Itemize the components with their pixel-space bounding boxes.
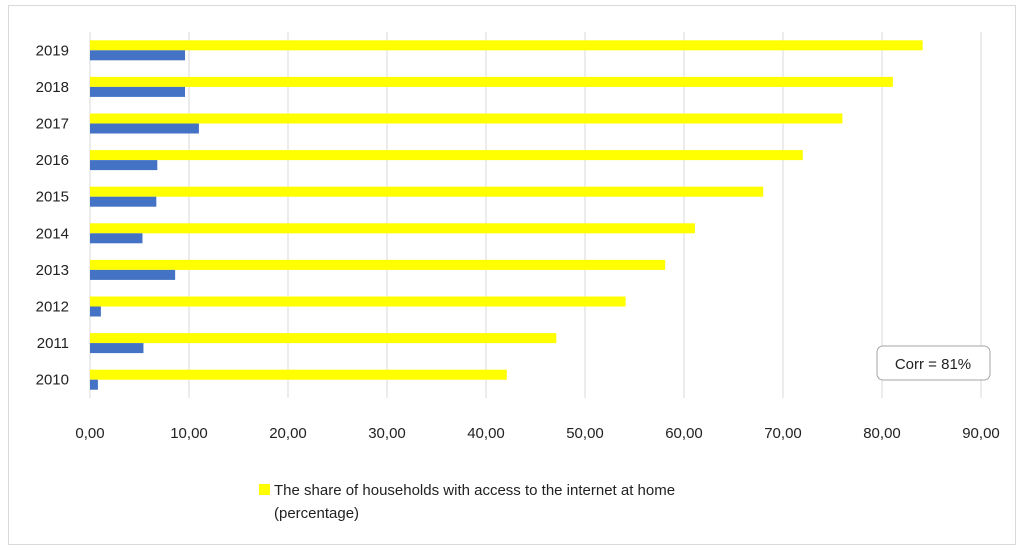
x-tick-label: 10,00 xyxy=(170,425,208,442)
bar-series-2 xyxy=(90,306,101,317)
bar-series-2 xyxy=(90,233,143,244)
y-category-label: 2016 xyxy=(36,152,69,169)
bar-series-2 xyxy=(90,50,186,61)
y-axis-labels: 2010 2011 2012 2013 2014 2015 2016 2017 2018 2019 xyxy=(36,42,69,388)
y-category-label: 2015 xyxy=(36,189,69,206)
x-tick-label: 80,00 xyxy=(863,425,901,442)
legend-swatch xyxy=(259,484,270,495)
legend: The share of households with access to t… xyxy=(259,482,675,522)
legend-label-line2: (percentage) xyxy=(274,505,359,522)
bar-internet-share xyxy=(90,186,764,197)
y-category-label: 2014 xyxy=(36,225,69,242)
x-tick-label: 50,00 xyxy=(566,425,604,442)
x-tick-label: 70,00 xyxy=(764,425,802,442)
y-category-label: 2019 xyxy=(36,42,69,59)
y-category-label: 2018 xyxy=(36,79,69,96)
annotation-box xyxy=(876,345,991,381)
y-category-label: 2011 xyxy=(37,335,69,352)
y-category-label: 2013 xyxy=(36,262,69,279)
bar-internet-share xyxy=(90,369,507,380)
bar-series-2 xyxy=(90,160,158,171)
x-axis-labels: 0,00 10,00 20,00 30,00 40,00 50,00 60,00 70,00 8… xyxy=(75,425,999,442)
x-tick-label: 40,00 xyxy=(467,425,505,442)
bar-internet-share xyxy=(90,113,843,124)
bar-internet-share xyxy=(90,76,893,87)
bar-series-2 xyxy=(90,379,98,390)
y-category-label: 2012 xyxy=(36,299,69,316)
bar-internet-share xyxy=(90,150,803,161)
bar-internet-share xyxy=(90,223,695,234)
x-tick-label: 0,00 xyxy=(75,425,104,442)
correlation-annotation: Corr = 81% xyxy=(876,345,991,381)
bar-internet-share xyxy=(90,259,666,270)
bar-series-2 xyxy=(90,86,186,97)
bar-series-2 xyxy=(90,196,157,207)
bar-internet-share xyxy=(90,40,923,51)
bar-internet-share xyxy=(90,333,557,344)
annotation-text: Corr = 81% xyxy=(895,356,971,373)
bar-series-2 xyxy=(90,123,199,134)
bar-series-2 xyxy=(90,269,176,280)
x-tick-label: 30,00 xyxy=(368,425,406,442)
bar-series-2 xyxy=(90,343,144,354)
bar-internet-share xyxy=(90,296,626,307)
x-tick-label: 60,00 xyxy=(665,425,703,442)
bars xyxy=(90,40,923,390)
x-tick-label: 20,00 xyxy=(269,425,307,442)
y-category-label: 2017 xyxy=(36,116,69,133)
x-tick-label: 90,00 xyxy=(962,425,1000,442)
legend-label-line1: The share of households with access to t… xyxy=(274,482,675,499)
y-category-label: 2010 xyxy=(36,372,69,389)
